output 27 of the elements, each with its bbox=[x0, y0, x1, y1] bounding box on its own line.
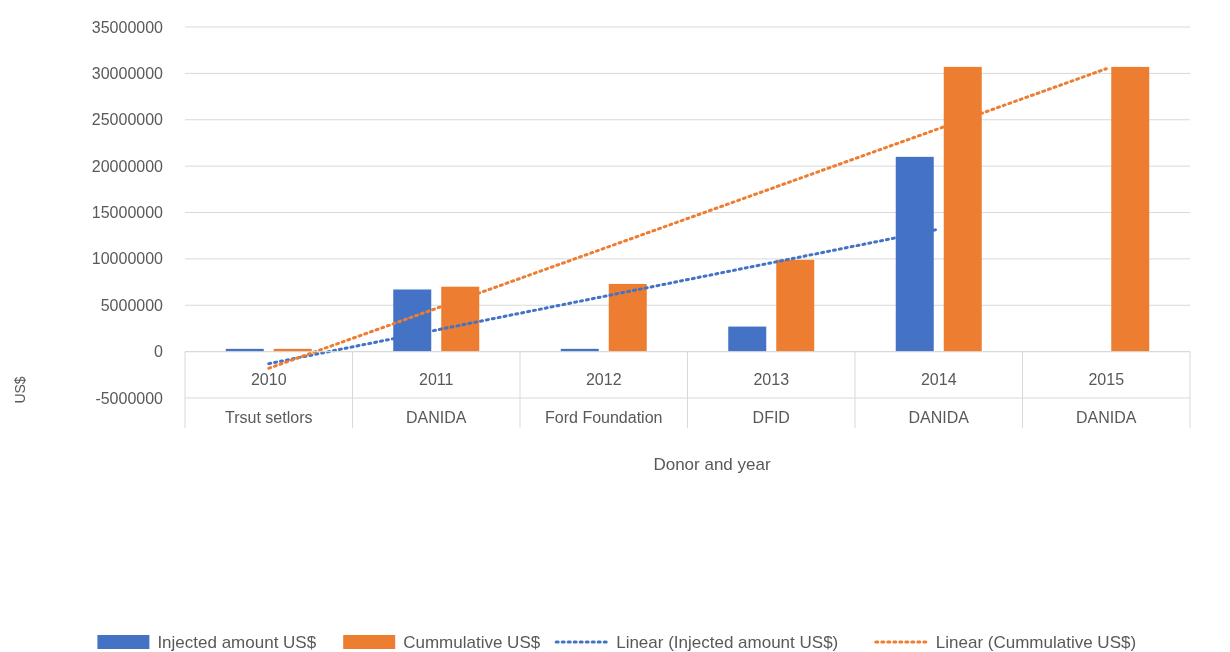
category-label: 2013 DFID bbox=[752, 370, 790, 426]
y-tick-label: 25000000 bbox=[91, 111, 164, 129]
category-label: 2015 DANIDA bbox=[1076, 370, 1137, 426]
bar bbox=[441, 286, 480, 352]
legend-label: Linear (Injected amount US$) bbox=[616, 632, 839, 652]
bar bbox=[1111, 66, 1150, 352]
legend-label: Cummulative US$ bbox=[403, 632, 541, 652]
y-tick-label: 5000000 bbox=[100, 296, 164, 314]
category-label: 2010 Trsut setlors bbox=[225, 370, 313, 426]
y-tick-label: 15000000 bbox=[91, 204, 164, 222]
x-axis-title: Donor and year bbox=[653, 455, 771, 474]
category-label: 2011 DANIDA bbox=[406, 370, 467, 426]
y-axis-title: US$ bbox=[12, 376, 28, 404]
y-tick-label: 30000000 bbox=[91, 64, 164, 82]
category-label: 2014 DANIDA bbox=[908, 370, 969, 426]
y-tick-label: 35000000 bbox=[91, 18, 164, 36]
bar bbox=[393, 289, 432, 352]
legend-label: Injected amount US$ bbox=[157, 632, 317, 652]
bar bbox=[728, 326, 767, 352]
bar bbox=[776, 259, 815, 352]
y-tick-label: 10000000 bbox=[91, 250, 164, 268]
y-tick-label: 20000000 bbox=[91, 157, 164, 175]
y-tick-label: -5000000 bbox=[95, 389, 164, 407]
y-tick-label: 0 bbox=[154, 343, 164, 361]
bar bbox=[608, 283, 647, 352]
legend-label: Linear (Cummulative US$) bbox=[935, 632, 1137, 652]
category-label: 2012 Ford Foundation bbox=[545, 370, 663, 426]
